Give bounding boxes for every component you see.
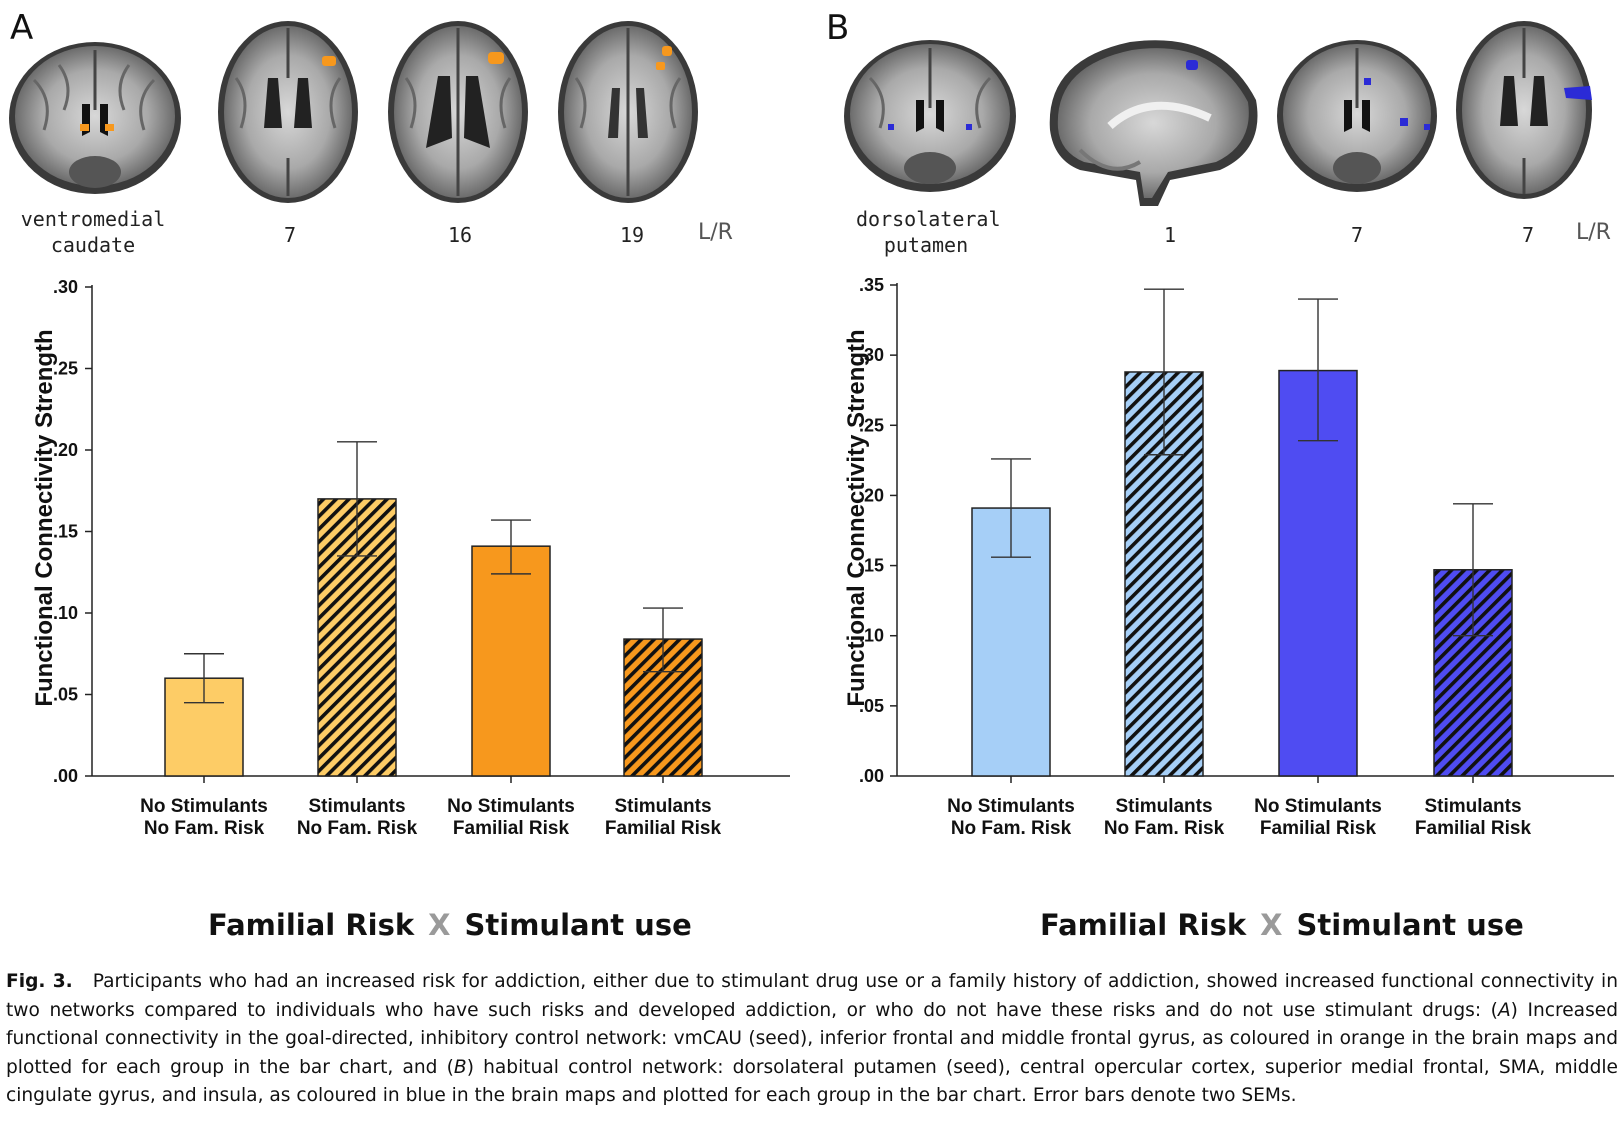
bar-chart-b: .00 .05 .10 .15 .20 .25 .30 .35 Functional Conne…	[843, 275, 1614, 839]
chart-b-category-label: Familial Risk	[1260, 818, 1377, 839]
chart-b-y-axis-label: Functional Connectivity Strength	[843, 329, 870, 706]
panel-b-letter: B	[826, 8, 850, 48]
chart-b-category-label: Stimulants	[1424, 796, 1521, 817]
chart-b-ytick-label: .35	[859, 275, 884, 295]
chart-b-category-label: Stimulants	[1115, 796, 1212, 817]
chart-b-ytick-label: .00	[859, 766, 884, 786]
caption-part-2: ) Increased functional connectivity in t…	[6, 999, 1619, 1078]
chart-a-ytick-label: .15	[53, 522, 78, 542]
chart-b-category-label: No Fam. Risk	[1104, 818, 1225, 839]
slice-label-a-3: 19	[619, 223, 645, 247]
chart-b-category-label: No Stimulants	[1254, 796, 1382, 817]
chart-a-category-label: No Fam. Risk	[297, 818, 418, 839]
chart-a-ytick-label: .25	[53, 359, 78, 379]
factor-cross-a: X	[428, 908, 451, 942]
factor-left-a: Familial Risk	[208, 908, 415, 942]
caption-ref-a: A	[1497, 999, 1511, 1021]
chart-b-ytick-label: .25	[859, 415, 884, 435]
chart-b-ytick-label: .15	[859, 556, 884, 576]
axial-brain-image-b	[1456, 21, 1592, 199]
coronal-brain-image-b-2	[1277, 40, 1437, 192]
axial-brain-image-a-3	[558, 21, 698, 203]
chart-a-category-label: No Stimulants	[447, 796, 575, 817]
factor-left-b: Familial Risk	[1040, 908, 1247, 942]
factor-label-b: Familial Risk X Stimulant use	[1040, 908, 1524, 942]
chart-a-category-label: Stimulants	[614, 796, 711, 817]
bar-chart-a: .00 .05 .10 .15 .20 .25 .30 Functional Connecti…	[31, 277, 790, 839]
seed-label-b: dorsolateral putamen	[856, 207, 1001, 257]
chart-a-ytick-label: .05	[53, 685, 78, 705]
factor-cross-b: X	[1260, 908, 1283, 942]
chart-a-category-label: Familial Risk	[453, 818, 570, 839]
slice-label-a-1: 7	[283, 223, 297, 247]
factor-right-b: Stimulant use	[1296, 908, 1524, 942]
caption-ref-b: B	[453, 1056, 467, 1078]
figure-caption: Fig. 3. Participants who had an increase…	[6, 968, 1618, 1111]
slice-label-b-2: 7	[1350, 223, 1364, 247]
chart-a-ytick-label: .00	[53, 766, 78, 786]
axial-brain-image-a-2	[388, 21, 528, 203]
slice-label-b-1: 1	[1163, 223, 1177, 247]
chart-a-category-label: No Fam. Risk	[144, 818, 265, 839]
caption-part-3: ) habitual control network: dorsolateral…	[6, 1056, 1618, 1107]
chart-b-ytick-label: .30	[859, 345, 884, 365]
caption-label: Fig. 3.	[6, 971, 73, 992]
lr-label-a: L/R	[698, 220, 733, 245]
panel-a-letter: A	[10, 8, 34, 48]
chart-a-category-label: Stimulants	[308, 796, 405, 817]
chart-a-category-label: Familial Risk	[605, 818, 722, 839]
slice-label-b-3: 7	[1521, 223, 1535, 247]
coronal-brain-image-b	[844, 40, 1016, 192]
chart-b-category-label: Familial Risk	[1415, 818, 1532, 839]
factor-right-a: Stimulant use	[464, 908, 692, 942]
chart-a-y-axis-label: Functional Connectivity Strength	[31, 329, 58, 706]
lr-label-b: L/R	[1576, 220, 1611, 245]
chart-a-ytick-label: .30	[53, 277, 78, 297]
coronal-brain-image-a	[9, 42, 181, 194]
seed-label-a: ventromedial caudate	[20, 207, 166, 257]
chart-a-category-label: No Stimulants	[140, 796, 268, 817]
chart-a-ytick-label: .20	[53, 440, 78, 460]
chart-b-ytick-label: .05	[859, 696, 884, 716]
chart-a-bar-3	[471, 545, 551, 777]
chart-a-ytick-label: .10	[53, 603, 78, 623]
chart-b-ytick-label: .20	[859, 485, 884, 505]
chart-b-category-label: No Fam. Risk	[951, 818, 1072, 839]
sagittal-brain-image-b	[1049, 40, 1258, 207]
chart-b-category-label: No Stimulants	[947, 796, 1075, 817]
chart-b-ytick-label: .10	[859, 626, 884, 646]
axial-brain-image-a-1	[218, 21, 358, 203]
factor-label-a: Familial Risk X Stimulant use	[208, 908, 692, 942]
caption-part-1: Participants who had an increased risk f…	[6, 971, 1618, 1021]
slice-label-a-2: 16	[447, 223, 473, 247]
